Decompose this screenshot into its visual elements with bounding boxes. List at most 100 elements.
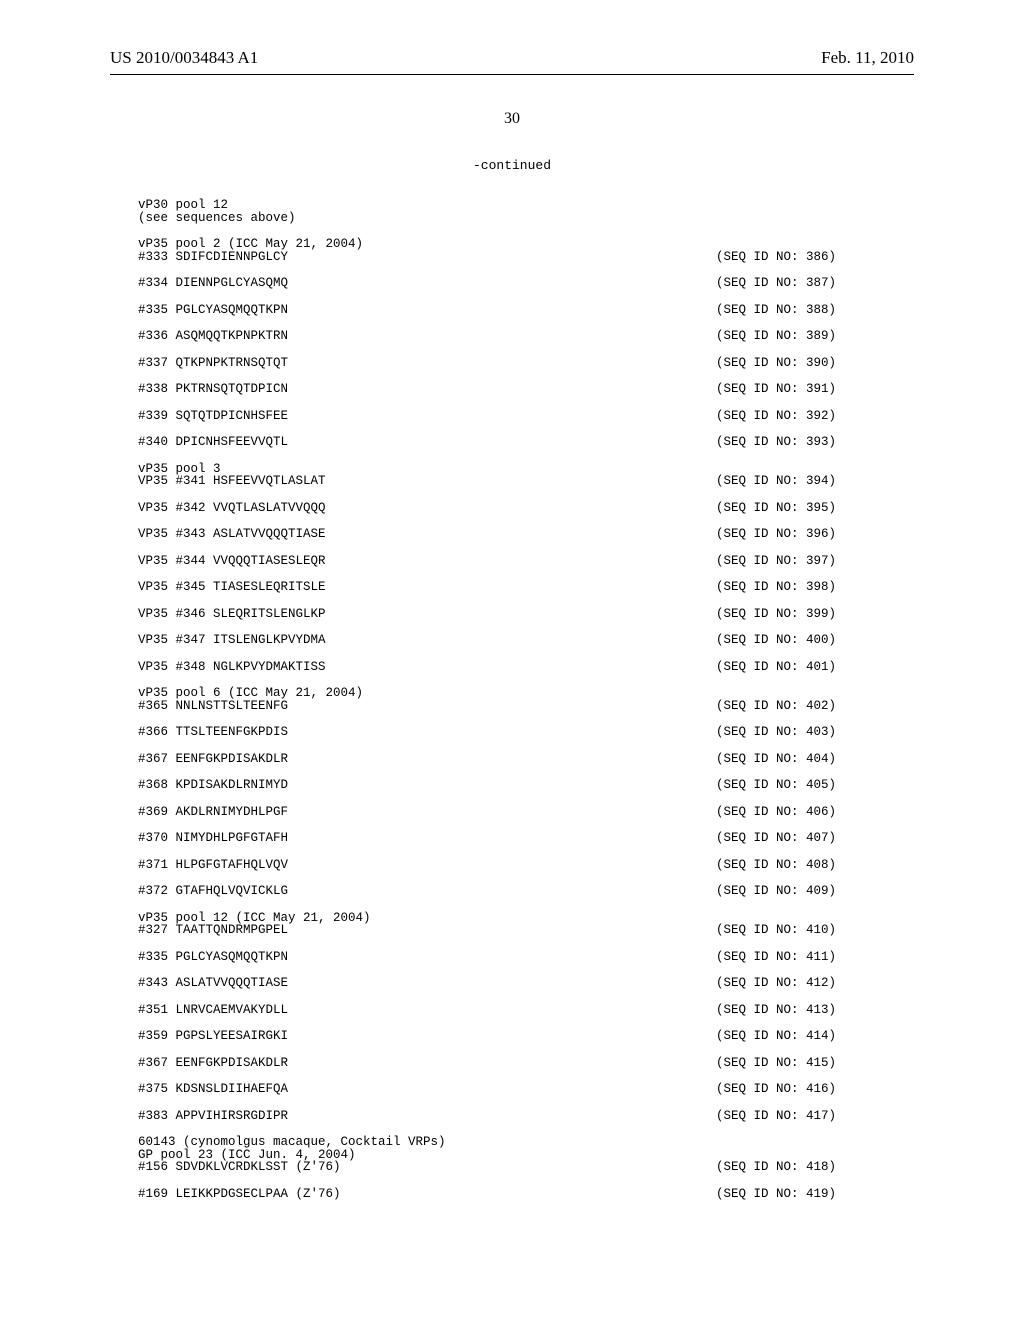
seq-id: (SEQ ID NO: 386) xyxy=(716,251,886,264)
sequence-row: VP35 #342 VVQTLASLATVVQQQ(SEQ ID NO: 395… xyxy=(138,502,886,515)
sequence-row: #343 ASLATVVQQQTIASE (SEQ ID NO: 412) xyxy=(138,977,886,990)
sequence-row: VP35 #346 SLEQRITSLENGLKP(SEQ ID NO: 399… xyxy=(138,608,886,621)
seq-id: (SEQ ID NO: 391) xyxy=(716,383,886,396)
sequence-row: #335 PGLCYASQMQQTKPN (SEQ ID NO: 411) xyxy=(138,951,886,964)
seq-id: (SEQ ID NO: 404) xyxy=(716,753,886,766)
sequence-row: VP35 #341 HSFEEVVQTLASLAT(SEQ ID NO: 394… xyxy=(138,475,886,488)
seq-id: (SEQ ID NO: 411) xyxy=(716,951,886,964)
sequence-row: VP35 #345 TIASESLEQRITSLE (SEQ ID NO: 398… xyxy=(138,581,886,594)
sequence-row: #359 PGPSLYEESAIRGKI(SEQ ID NO: 414) xyxy=(138,1030,886,1043)
seq-id: (SEQ ID NO: 418) xyxy=(716,1161,886,1174)
sequence-text: #359 PGPSLYEESAIRGKI xyxy=(138,1030,288,1043)
sequence-row: #368 KPDISAKDLRNIMYD (SEQ ID NO: 405) xyxy=(138,779,886,792)
sequence-text: VP35 #343 ASLATVVQQQTIASE xyxy=(138,528,326,541)
sequence-text: #336 ASQMQQTKPNPKTRN xyxy=(138,330,288,343)
sequence-row: #334 DIENNPGLCYASQMQ(SEQ ID NO: 387) xyxy=(138,277,886,290)
seq-id: (SEQ ID NO: 401) xyxy=(716,661,886,674)
seq-id: (SEQ ID NO: 394) xyxy=(716,475,886,488)
sequence-text: #369 AKDLRNIMYDHLPGF xyxy=(138,806,288,819)
sequence-row: #375 KDSNSLDIIHAEFQA (SEQ ID NO: 416) xyxy=(138,1083,886,1096)
seq-id: (SEQ ID NO: 417) xyxy=(716,1110,886,1123)
sequence-row: #327 TAATTQNDRMPGPEL (SEQ ID NO: 410) xyxy=(138,924,886,937)
seq-id: (SEQ ID NO: 389) xyxy=(716,330,886,343)
sequence-text: #366 TTSLTEENFGKPDIS xyxy=(138,726,288,739)
sequence-text: #375 KDSNSLDIIHAEFQA xyxy=(138,1083,288,1096)
section-heading: vP35 pool 2 (ICC May 21, 2004) xyxy=(138,238,886,251)
sequence-row: #365 NNLNSTTSLTEENFG (SEQ ID NO: 402) xyxy=(138,700,886,713)
sequence-text: #335 PGLCYASQMQQTKPN xyxy=(138,304,288,317)
seq-id: (SEQ ID NO: 392) xyxy=(716,410,886,423)
seq-id: (SEQ ID NO: 396) xyxy=(716,528,886,541)
seq-id: (SEQ ID NO: 397) xyxy=(716,555,886,568)
sequence-row: #338 PKTRNSQTQTDPICN (SEQ ID NO: 391) xyxy=(138,383,886,396)
sequence-text: #339 SQTQTDPICNHSFEE xyxy=(138,410,288,423)
sequence-row: #370 NIMYDHLPGFGTAFH (SEQ ID NO: 407) xyxy=(138,832,886,845)
sequence-listing: vP30 pool 12 (see sequences above)vP35 p… xyxy=(138,185,886,1200)
sequence-text: #337 QTKPNPKTRNSQTQT xyxy=(138,357,288,370)
sequence-text: #343 ASLATVVQQQTIASE xyxy=(138,977,288,990)
sequence-row: #169 LEIKKPDGSECLPAA (Z'76) (SEQ ID NO: 4… xyxy=(138,1188,886,1201)
seq-id: (SEQ ID NO: 402) xyxy=(716,700,886,713)
seq-id: (SEQ ID NO: 419) xyxy=(716,1188,886,1201)
seq-id: (SEQ ID NO: 415) xyxy=(716,1057,886,1070)
sequence-text: #372 GTAFHQLVQVICKLG xyxy=(138,885,288,898)
seq-id: (SEQ ID NO: 407) xyxy=(716,832,886,845)
sequence-text: #367 EENFGKPDISAKDLR xyxy=(138,1057,288,1070)
sequence-row: #337 QTKPNPKTRNSQTQT (SEQ ID NO: 390) xyxy=(138,357,886,370)
sequence-row: #371 HLPGFGTAFHQLVQV (SEQ ID NO: 408) xyxy=(138,859,886,872)
sequence-text: VP35 #347 ITSLENGLKPVYDMA xyxy=(138,634,326,647)
sequence-row: #336 ASQMQQTKPNPKTRN (SEQ ID NO: 389) xyxy=(138,330,886,343)
sequence-row: #339 SQTQTDPICNHSFEE (SEQ ID NO: 392) xyxy=(138,410,886,423)
sequence-row: #367 EENFGKPDISAKDLR (SEQ ID NO: 415) xyxy=(138,1057,886,1070)
seq-id: (SEQ ID NO: 413) xyxy=(716,1004,886,1017)
publication-date: Feb. 11, 2010 xyxy=(821,48,914,68)
sequence-row: #367 EENFGKPDISAKDLR (SEQ ID NO: 404) xyxy=(138,753,886,766)
sequence-text: #335 PGLCYASQMQQTKPN xyxy=(138,951,288,964)
sequence-text: #351 LNRVCAEMVAKYDLL xyxy=(138,1004,288,1017)
seq-id: (SEQ ID NO: 390) xyxy=(716,357,886,370)
sequence-text: #370 NIMYDHLPGFGTAFH xyxy=(138,832,288,845)
seq-id: (SEQ ID NO: 388) xyxy=(716,304,886,317)
seq-id: (SEQ ID NO: 409) xyxy=(716,885,886,898)
seq-id: (SEQ ID NO: 408) xyxy=(716,859,886,872)
sequence-text: #368 KPDISAKDLRNIMYD xyxy=(138,779,288,792)
section-heading: vP35 pool 6 (ICC May 21, 2004) xyxy=(138,687,886,700)
sequence-row: VP35 #344 VVQQQTIASESLEQR (SEQ ID NO: 397… xyxy=(138,555,886,568)
sequence-text: #367 EENFGKPDISAKDLR xyxy=(138,753,288,766)
seq-id: (SEQ ID NO: 412) xyxy=(716,977,886,990)
continued-label: -continued xyxy=(0,158,1024,173)
sequence-text: #169 LEIKKPDGSECLPAA (Z'76) xyxy=(138,1188,341,1201)
sequence-text: #383 APPVIHIRSRGDIPR xyxy=(138,1110,288,1123)
seq-id: (SEQ ID NO: 410) xyxy=(716,924,886,937)
seq-id: (SEQ ID NO: 403) xyxy=(716,726,886,739)
sequence-text: #327 TAATTQNDRMPGPEL xyxy=(138,924,288,937)
seq-id: (SEQ ID NO: 416) xyxy=(716,1083,886,1096)
seq-id: (SEQ ID NO: 399) xyxy=(716,608,886,621)
sequence-row: #335 PGLCYASQMQQTKPN (SEQ ID NO: 388) xyxy=(138,304,886,317)
publication-number: US 2010/0034843 A1 xyxy=(110,48,258,68)
sequence-text: #340 DPICNHSFEEVVQTL xyxy=(138,436,288,449)
seq-id: (SEQ ID NO: 398) xyxy=(716,581,886,594)
sequence-row: #156 SDVDKLVCRDKLSST (Z'76) (SEQ ID NO: 4… xyxy=(138,1161,886,1174)
sequence-text: #371 HLPGFGTAFHQLVQV xyxy=(138,859,288,872)
seq-id: (SEQ ID NO: 387) xyxy=(716,277,886,290)
seq-id: (SEQ ID NO: 400) xyxy=(716,634,886,647)
seq-id: (SEQ ID NO: 393) xyxy=(716,436,886,449)
sequence-row: #333 SDIFCDIENNPGLCY (SEQ ID NO: 386) xyxy=(138,251,886,264)
sequence-row: #369 AKDLRNIMYDHLPGF(SEQ ID NO: 406) xyxy=(138,806,886,819)
sequence-text: #333 SDIFCDIENNPGLCY xyxy=(138,251,288,264)
header-rule xyxy=(110,74,914,75)
page-number: 30 xyxy=(0,110,1024,128)
sequence-text: #365 NNLNSTTSLTEENFG xyxy=(138,700,288,713)
page-header: US 2010/0034843 A1 Feb. 11, 2010 xyxy=(110,48,914,68)
sequence-text: #338 PKTRNSQTQTDPICN xyxy=(138,383,288,396)
sequence-text: VP35 #348 NGLKPVYDMAKTISS xyxy=(138,661,326,674)
seq-id: (SEQ ID NO: 395) xyxy=(716,502,886,515)
sequence-row: #372 GTAFHQLVQVICKLG (SEQ ID NO: 409) xyxy=(138,885,886,898)
sequence-text: VP35 #345 TIASESLEQRITSLE xyxy=(138,581,326,594)
sequence-text: #156 SDVDKLVCRDKLSST (Z'76) xyxy=(138,1161,341,1174)
sequence-row: VP35 #343 ASLATVVQQQTIASE (SEQ ID NO: 396… xyxy=(138,528,886,541)
sequence-text: VP35 #344 VVQQQTIASESLEQR xyxy=(138,555,326,568)
seq-id: (SEQ ID NO: 405) xyxy=(716,779,886,792)
sequence-row: #340 DPICNHSFEEVVQTL (SEQ ID NO: 393) xyxy=(138,436,886,449)
